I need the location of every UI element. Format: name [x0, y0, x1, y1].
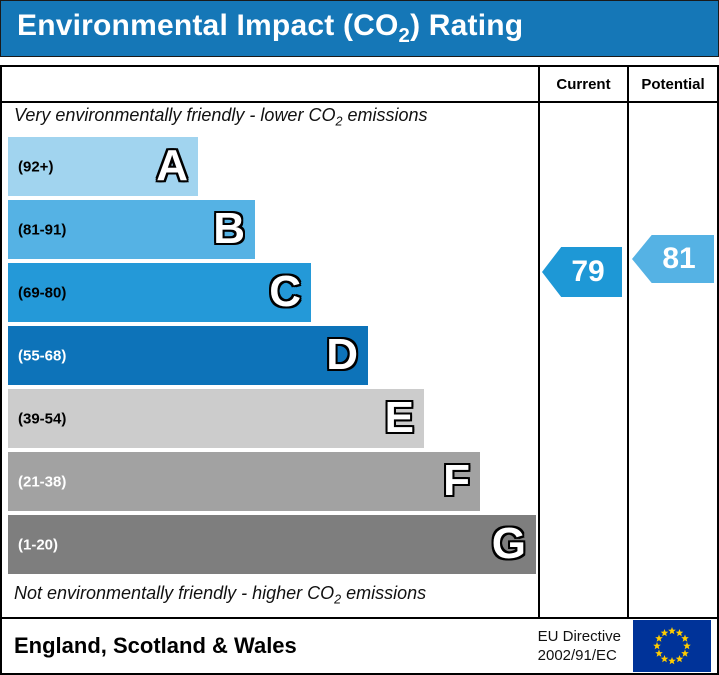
- band-range-label-e: (39-54): [18, 410, 67, 427]
- column-header-divider: [2, 101, 717, 103]
- eu-directive-label: EU Directive 2002/91/EC: [538, 627, 621, 666]
- band-range-label-a: (92+): [18, 158, 54, 175]
- eu-flag-icon: [633, 620, 711, 672]
- eu-directive-line1: EU Directive: [537, 627, 621, 645]
- band-range-label-f: (21-38): [18, 473, 67, 490]
- page-title-subscript: 2: [398, 25, 411, 47]
- bottom-note: Not environmentally friendly - higher CO…: [14, 583, 426, 607]
- band-range-label-c: (69-80): [18, 284, 67, 301]
- band-letter-e: E: [384, 392, 414, 442]
- top-note-text: Very environmentally friendly - lower CO: [14, 105, 336, 125]
- rating-bands: (92+) A (81-91) B (69-80) C (55-68) D (3…: [8, 137, 536, 578]
- top-note-subscript: 2: [335, 114, 343, 129]
- page-title: Environmental Impact (CO2) Rating: [17, 9, 523, 48]
- band-bar-b: (81-91) B: [8, 200, 255, 259]
- band-range-label-d: (55-68): [18, 347, 67, 364]
- current-column-header: Current: [556, 75, 611, 93]
- band-range-label-b: (81-91): [18, 221, 67, 238]
- current-rating-arrow: 79: [542, 247, 622, 297]
- bottom-note-subscript: 2: [334, 592, 342, 607]
- band-letter-g: G: [491, 518, 526, 568]
- band-letter-f: F: [443, 455, 470, 505]
- band-bar-e: (39-54) E: [8, 389, 424, 448]
- header-band: Environmental Impact (CO2) Rating: [0, 0, 719, 57]
- band-letter-a: A: [156, 140, 188, 190]
- band-bar-a: (92+) A: [8, 137, 198, 196]
- current-column-divider: [538, 67, 540, 617]
- band-bar-c: (69-80) C: [8, 263, 311, 322]
- region-label: England, Scotland & Wales: [14, 633, 297, 658]
- bottom-note-text: Not environmentally friendly - higher CO: [14, 583, 335, 603]
- band-letter-c: C: [269, 266, 301, 316]
- current-rating-value: 79: [571, 255, 605, 288]
- band-letter-b: B: [213, 203, 245, 253]
- page-title-suffix: ) Rating: [410, 9, 524, 42]
- potential-column-divider: [627, 67, 629, 617]
- top-note: Very environmentally friendly - lower CO…: [14, 105, 428, 129]
- potential-rating-arrow: 81: [632, 235, 714, 283]
- band-bar-g: (1-20) G: [8, 515, 536, 574]
- top-note-suffix: emissions: [342, 105, 428, 125]
- band-bar-f: (21-38) F: [8, 452, 480, 511]
- band-range-label-g: (1-20): [18, 536, 59, 553]
- eu-directive-line2: 2002/91/EC: [537, 647, 617, 664]
- potential-rating-value: 81: [662, 242, 696, 275]
- potential-column-header: Potential: [641, 75, 705, 93]
- band-bar-d: (55-68) D: [8, 326, 368, 385]
- band-letter-d: D: [326, 329, 358, 379]
- rating-chart: Current Potential Very environmentally f…: [0, 65, 719, 619]
- bottom-note-suffix: emissions: [341, 583, 427, 603]
- page-title-text: Environmental Impact (CO: [17, 9, 399, 42]
- footer-band: England, Scotland & Wales EU Directive 2…: [0, 617, 719, 675]
